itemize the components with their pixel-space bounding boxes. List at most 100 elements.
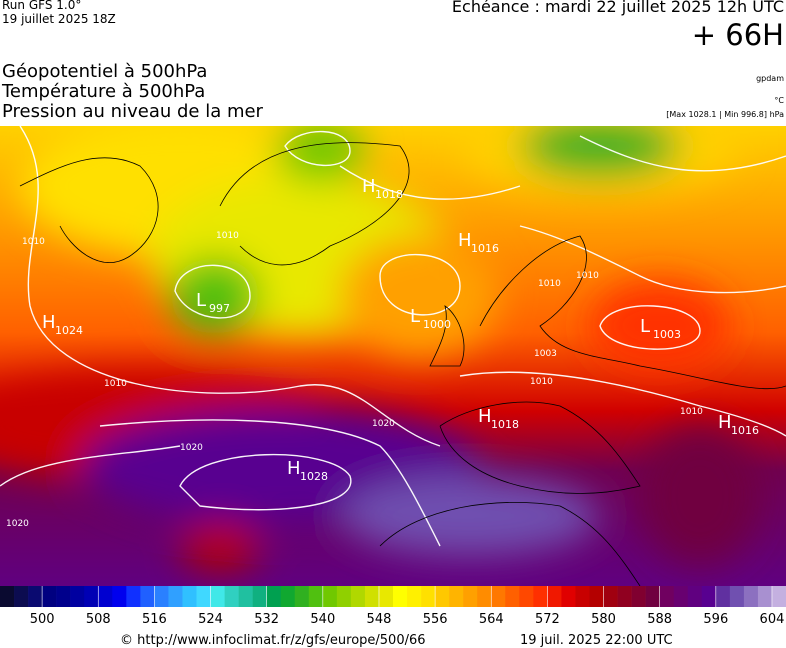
scale-cell — [294, 586, 310, 607]
scale-cell — [491, 586, 506, 607]
scale-cell — [280, 586, 296, 607]
center-type: L — [640, 316, 650, 337]
scale-cell — [70, 586, 85, 607]
title-1: Géopotentiel à 500hPa — [2, 61, 208, 82]
scale-cell — [547, 586, 562, 607]
scale-tick-label: 588 — [647, 612, 672, 627]
scale-tick-label: 532 — [254, 612, 279, 627]
scale-cell — [393, 586, 408, 607]
scale-cell — [0, 586, 15, 607]
scale-cell — [659, 586, 675, 607]
valid-time: Echéance : mardi 22 juillet 2025 12h UTC — [451, 0, 784, 16]
isobar-label: 1010 — [216, 231, 239, 241]
scale-cell — [140, 586, 155, 607]
scale-cell — [308, 586, 324, 607]
scale-cell — [771, 586, 786, 607]
scale-cell — [519, 586, 534, 607]
scale-cell — [701, 586, 717, 607]
unit-pressure: [Max 1028.1 | Min 996.8] hPa — [666, 110, 784, 119]
center-value: 1024 — [55, 324, 83, 337]
isobar-label: 1020 — [372, 419, 395, 429]
title-2: Température à 500hPa — [2, 81, 206, 102]
scale-cell — [757, 586, 773, 607]
center-value: 1018 — [375, 188, 403, 201]
center-value: 1000 — [423, 318, 451, 331]
scale-cell — [126, 586, 141, 607]
scale-cell — [224, 586, 239, 607]
scale-cell — [673, 586, 689, 607]
scale-cell — [533, 586, 548, 607]
scale-cell — [14, 586, 29, 607]
scale-cell — [154, 586, 169, 607]
scale-tick-label: 524 — [198, 612, 223, 627]
scale-cell — [350, 586, 366, 607]
center-type: H — [42, 312, 56, 333]
isobar-label: 1010 — [104, 379, 127, 389]
scale-cell — [631, 586, 646, 607]
scale-cell — [112, 586, 127, 607]
center-value: 1028 — [300, 470, 328, 483]
center-value: 1016 — [471, 242, 499, 255]
isobar-label: 1010 — [680, 407, 703, 417]
scale-tick-label: 604 — [760, 612, 785, 627]
run-label: Run GFS 1.0° — [2, 0, 82, 12]
scale-cell — [743, 586, 759, 607]
scale-tick-label: 516 — [142, 612, 167, 627]
scale-cell — [378, 586, 394, 607]
title-3: Pression au niveau de la mer — [2, 101, 263, 122]
scale-cell — [56, 586, 71, 607]
scale-tick-label: 564 — [479, 612, 504, 627]
isobar-label: 1010 — [576, 271, 599, 281]
scale-cell — [589, 586, 604, 607]
scale-tick-label: 596 — [703, 612, 728, 627]
scale-cell — [477, 586, 492, 607]
scale-cell — [252, 586, 267, 607]
scale-cell — [182, 586, 197, 607]
scale-cell — [238, 586, 253, 607]
scale-cell — [505, 586, 520, 607]
isobar-label: 1010 — [22, 237, 45, 247]
scale-cell — [28, 586, 43, 607]
unit-temperature: °C — [774, 96, 784, 105]
scale-tick-label: 548 — [367, 612, 392, 627]
scale-cell — [617, 586, 632, 607]
center-value: 1003 — [653, 328, 681, 341]
isobar-label: 1003 — [534, 349, 557, 359]
scale-cell — [266, 586, 282, 607]
center-type: L — [196, 290, 206, 311]
scale-cell — [715, 586, 731, 607]
center-value: 1018 — [491, 418, 519, 431]
center-type: L — [410, 306, 420, 327]
scale-cell — [561, 586, 576, 607]
isobar-label: 1010 — [530, 377, 553, 387]
scale-cell — [322, 586, 338, 607]
scale-cell — [364, 586, 380, 607]
scale-cell — [42, 586, 57, 607]
isobar-label: 1020 — [180, 443, 203, 453]
isobar-label: 1020 — [6, 519, 29, 529]
scale-cell — [645, 586, 660, 607]
scale-tick-label: 500 — [30, 612, 55, 627]
scale-cell — [421, 586, 436, 607]
scale-cell — [575, 586, 590, 607]
scale-cell — [210, 586, 225, 607]
scale-cell — [407, 586, 422, 607]
center-type: H — [478, 406, 492, 427]
scale-cell — [687, 586, 703, 607]
isobar-label: 1010 — [538, 279, 561, 289]
center-type: H — [458, 230, 472, 251]
issued-time: 19 juil. 2025 22:00 UTC — [520, 633, 673, 648]
scale-cell — [449, 586, 464, 607]
unit-geopotential: gpdam — [756, 74, 784, 83]
scale-cell — [603, 586, 618, 607]
colorbar: © http://www.infoclimat.fr/z/gfs/europe/… — [0, 586, 786, 648]
scale-tick-label: 556 — [423, 612, 448, 627]
lead-time: + 66H — [691, 18, 784, 52]
scale-cell — [168, 586, 183, 607]
scale-cell — [336, 586, 352, 607]
center-type: H — [718, 412, 732, 433]
run-date: 19 juillet 2025 18Z — [2, 12, 116, 26]
center-value: 997 — [209, 302, 230, 315]
center-value: 1016 — [731, 424, 759, 437]
